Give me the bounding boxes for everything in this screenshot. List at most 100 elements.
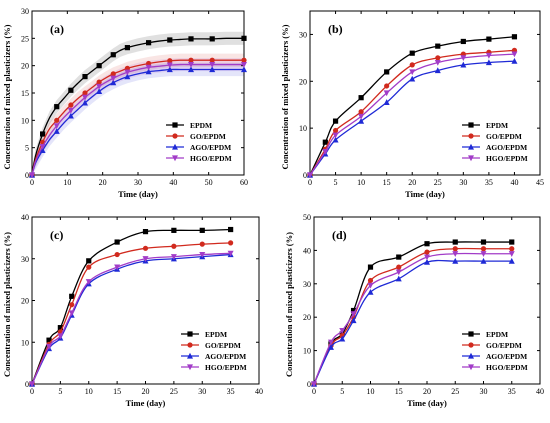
data-point: [171, 227, 177, 233]
x-tick-label: 40: [510, 178, 518, 187]
data-point: [350, 311, 357, 318]
data-point: [145, 68, 152, 75]
data-point: [145, 64, 152, 71]
y-tick-label: 20: [21, 297, 29, 306]
data-point: [67, 112, 74, 119]
data-point: [424, 254, 430, 261]
data-point: [241, 57, 247, 63]
y-tick-label: 0: [307, 380, 311, 389]
y-tick-label: 10: [21, 338, 29, 347]
data-point: [508, 251, 515, 257]
data-point: [424, 241, 430, 247]
legend-marker: [468, 143, 474, 150]
legend-entry: EPDM: [190, 121, 212, 130]
data-point: [110, 79, 117, 86]
data-point: [311, 381, 317, 388]
data-point: [480, 257, 487, 264]
legend-marker: [468, 364, 474, 371]
x-tick-label: 0: [312, 387, 316, 396]
legend-entry: GO/EPDM: [205, 341, 241, 350]
data-point: [460, 61, 467, 68]
legend-entry: HGO/EPDM: [486, 363, 528, 372]
data-point: [53, 123, 60, 129]
data-point: [241, 35, 247, 41]
series-line: [313, 252, 512, 385]
data-point: [85, 279, 92, 285]
data-point: [511, 51, 518, 58]
data-point: [434, 67, 441, 74]
data-point: [188, 57, 194, 63]
data-point: [332, 132, 339, 139]
data-point: [114, 264, 121, 271]
x-tick-label: 5: [334, 178, 338, 187]
data-point: [142, 229, 149, 235]
panel-label: (a): [50, 22, 64, 36]
legend-entry: HGO/EPDM: [205, 363, 247, 372]
legend-marker: [468, 155, 474, 162]
data-point: [480, 239, 487, 245]
x-tick-label: 35: [485, 178, 493, 187]
y-tick-label: 10: [299, 124, 307, 133]
series-line: [313, 241, 512, 385]
data-point: [227, 250, 234, 257]
data-point: [367, 288, 374, 295]
series-line: [313, 259, 512, 385]
y-tick-label: 30: [303, 280, 311, 289]
x-tick-label: 30: [134, 178, 142, 187]
data-point: [96, 88, 103, 94]
data-point: [307, 172, 313, 179]
data-point: [96, 83, 103, 90]
data-point: [485, 59, 492, 66]
data-point: [241, 66, 247, 73]
x-tick-label: 50: [205, 178, 213, 187]
series-line: [309, 60, 515, 176]
data-point: [29, 172, 35, 179]
data-point: [424, 249, 430, 255]
y-tick-label: 40: [303, 246, 311, 255]
x-tick-label: 45: [536, 178, 544, 187]
data-point: [228, 240, 234, 246]
legend-entry: AGO/EPDM: [205, 352, 246, 361]
series-line: [31, 252, 231, 385]
data-point: [509, 239, 515, 245]
data-point: [166, 62, 173, 69]
data-point: [142, 256, 149, 262]
x-tick-label: 60: [240, 178, 248, 187]
data-point: [409, 62, 415, 68]
data-point: [146, 40, 152, 46]
x-tick-label: 10: [85, 387, 93, 396]
x-axis-title: Time (day): [407, 398, 447, 408]
x-tick-label: 0: [30, 178, 34, 187]
x-tick-label: 40: [536, 387, 544, 396]
data-point: [68, 87, 74, 93]
legend-marker: [172, 155, 178, 162]
y-axis-title: Concentration of mixed plasticizers (%): [284, 232, 294, 377]
data-point: [82, 99, 88, 106]
panel-label: (d): [332, 228, 347, 242]
y-tick-label: 10: [21, 116, 29, 125]
x-tick-label: 25: [434, 178, 442, 187]
y-tick-label: 20: [21, 62, 29, 71]
legend-entry: AGO/EPDM: [486, 143, 527, 152]
legend-marker: [187, 364, 193, 371]
data-point: [395, 269, 402, 276]
legend-entry: AGO/EPDM: [486, 352, 527, 361]
y-axis-title: Concentration of mixed plasticizers (%): [280, 24, 290, 169]
data-point: [188, 36, 194, 42]
data-point: [39, 143, 46, 150]
data-point: [511, 34, 518, 40]
legend-entry: EPDM: [486, 330, 508, 339]
x-tick-label: 35: [508, 387, 516, 396]
series-line: [309, 49, 515, 176]
y-tick-label: 30: [21, 7, 29, 16]
x-tick-label: 15: [395, 387, 403, 396]
data-point: [39, 147, 46, 153]
legend-entry: GO/EPDM: [486, 341, 522, 350]
data-point: [57, 333, 64, 340]
data-point: [384, 69, 390, 75]
legend-marker: [468, 352, 474, 359]
data-point: [67, 107, 74, 114]
x-tick-label: 25: [170, 387, 178, 396]
x-tick-label: 5: [340, 387, 344, 396]
data-point: [188, 66, 194, 73]
